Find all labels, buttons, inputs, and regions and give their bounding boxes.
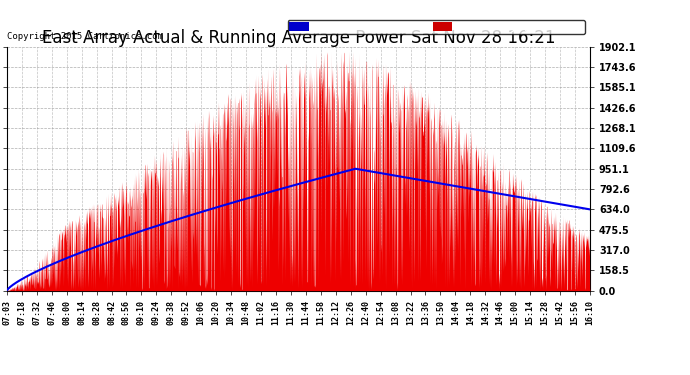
Title: East Array Actual & Running Average Power Sat Nov 28 16:21: East Array Actual & Running Average Powe… — [41, 29, 555, 47]
Legend: Average  (DC Watts), East Array  (DC Watts): Average (DC Watts), East Array (DC Watts… — [288, 20, 585, 34]
Text: Copyright 2015 Cartronics.com: Copyright 2015 Cartronics.com — [7, 32, 163, 41]
